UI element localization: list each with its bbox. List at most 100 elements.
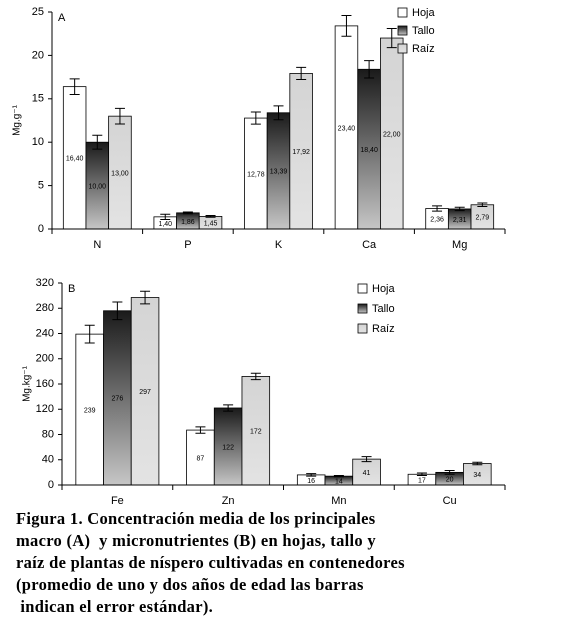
bar xyxy=(103,310,132,486)
error-bar xyxy=(250,372,261,381)
value-label: 87 xyxy=(197,455,205,462)
value-label: 14 xyxy=(335,478,343,485)
charts: 0 5 10 15 20 25 Mg.g⁻¹ A N 16,40 10,00 13,00 P 1,40 1,… xyxy=(12,6,506,507)
value-label: 1,86 xyxy=(181,219,195,226)
value-label: 16 xyxy=(307,478,315,485)
value-label: 2,31 xyxy=(453,217,467,224)
y-tick-label: 40 xyxy=(42,454,54,466)
value-label: 34 xyxy=(473,472,481,479)
bar xyxy=(241,376,271,486)
value-label: 17,92 xyxy=(292,149,310,156)
x-tick-label: Mg xyxy=(452,239,467,251)
panel-label: B xyxy=(68,283,75,295)
caption-line: macro (A) y micronutrientes (B) en hojas… xyxy=(16,531,376,550)
error-bar xyxy=(306,473,317,477)
value-label: 172 xyxy=(250,429,262,436)
value-label: 16,40 xyxy=(66,156,84,163)
bar xyxy=(75,333,104,486)
x-tick-label: Ca xyxy=(362,239,377,251)
legend-label: Hoja xyxy=(412,7,436,19)
value-label: 10,00 xyxy=(89,183,107,190)
value-label: 22,00 xyxy=(383,131,401,138)
x-tick-label: Fe xyxy=(111,495,124,505)
legend-swatch xyxy=(357,283,368,294)
legend-swatch xyxy=(357,323,368,334)
legend-label: Tallo xyxy=(372,303,395,315)
x-tick-label: Zn xyxy=(222,495,235,505)
value-label: 276 xyxy=(112,396,124,403)
value-label: 13,00 xyxy=(111,170,129,177)
error-bar xyxy=(386,27,397,49)
error-bar xyxy=(140,290,151,305)
y-tick-label: 320 xyxy=(36,277,54,289)
error-bar xyxy=(364,60,375,79)
legend-swatch xyxy=(397,7,408,18)
y-tick-label: 280 xyxy=(36,302,54,314)
x-tick-label: N xyxy=(93,239,101,251)
error-bar xyxy=(195,426,206,434)
value-label: 1,45 xyxy=(204,221,218,228)
caption-line: raíz de plantas de níspero cultivadas en… xyxy=(16,553,405,572)
error-bar xyxy=(444,469,455,475)
error-bar xyxy=(250,111,261,125)
error-bar xyxy=(205,215,216,218)
error-bar xyxy=(472,461,483,466)
x-tick-label: Cu xyxy=(443,495,457,505)
error-bar xyxy=(361,456,372,463)
caption-line: indican el error estándar). xyxy=(16,597,214,616)
y-axis-label: Mg.g⁻¹ xyxy=(12,104,23,136)
legend-label: Raíz xyxy=(372,323,395,335)
value-label: 17 xyxy=(418,477,426,484)
error-bar xyxy=(273,105,284,121)
caption: Figura 1. Concentración media de los pri… xyxy=(16,508,561,618)
value-label: 41 xyxy=(363,470,371,477)
y-tick-label: 80 xyxy=(42,428,54,440)
error-bar xyxy=(69,78,80,95)
value-label: 122 xyxy=(222,444,234,451)
error-bar xyxy=(341,14,352,37)
value-label: 13,39 xyxy=(270,169,288,176)
caption-line: (promedio de uno y dos años de edad las … xyxy=(16,575,364,594)
x-tick-label: Mn xyxy=(331,495,346,505)
y-tick-label: 15 xyxy=(32,93,44,105)
value-label: 2,36 xyxy=(430,217,444,224)
x-tick-label: P xyxy=(184,239,191,251)
value-label: 18,40 xyxy=(360,147,378,154)
value-label: 20 xyxy=(446,477,454,484)
legend-swatch xyxy=(357,303,368,314)
legend-swatch xyxy=(397,43,408,54)
y-tick-label: 5 xyxy=(38,180,44,192)
value-label: 12,78 xyxy=(247,171,265,178)
error-bar xyxy=(182,211,193,215)
y-tick-label: 10 xyxy=(32,136,44,148)
error-bar xyxy=(92,134,103,150)
y-tick-label: 240 xyxy=(36,327,54,339)
y-tick-label: 160 xyxy=(36,378,54,390)
y-tick-label: 20 xyxy=(32,49,44,61)
error-bar xyxy=(84,324,95,344)
caption-line: Figura 1. Concentración media de los pri… xyxy=(16,509,376,528)
error-bar xyxy=(296,66,307,81)
y-tick-label: 200 xyxy=(36,353,54,365)
error-bar xyxy=(160,213,171,220)
legend-label: Raíz xyxy=(412,43,435,55)
y-tick-label: 0 xyxy=(38,223,44,235)
value-label: 23,40 xyxy=(338,125,356,132)
legend-label: Hoja xyxy=(372,283,396,295)
value-label: 239 xyxy=(84,407,96,414)
error-bar xyxy=(114,107,125,125)
legend-swatch xyxy=(397,25,408,36)
error-bar xyxy=(416,472,427,477)
value-label: 1,40 xyxy=(158,221,172,228)
y-tick-label: 0 xyxy=(48,479,54,491)
error-bar xyxy=(112,301,123,321)
error-bar xyxy=(333,475,344,478)
error-bar xyxy=(432,205,443,212)
error-bar xyxy=(454,206,465,212)
error-bar xyxy=(477,202,488,208)
value-label: 297 xyxy=(139,389,151,396)
legend-label: Tallo xyxy=(412,25,435,37)
panel-label: A xyxy=(58,12,66,24)
y-tick-label: 120 xyxy=(36,403,54,415)
